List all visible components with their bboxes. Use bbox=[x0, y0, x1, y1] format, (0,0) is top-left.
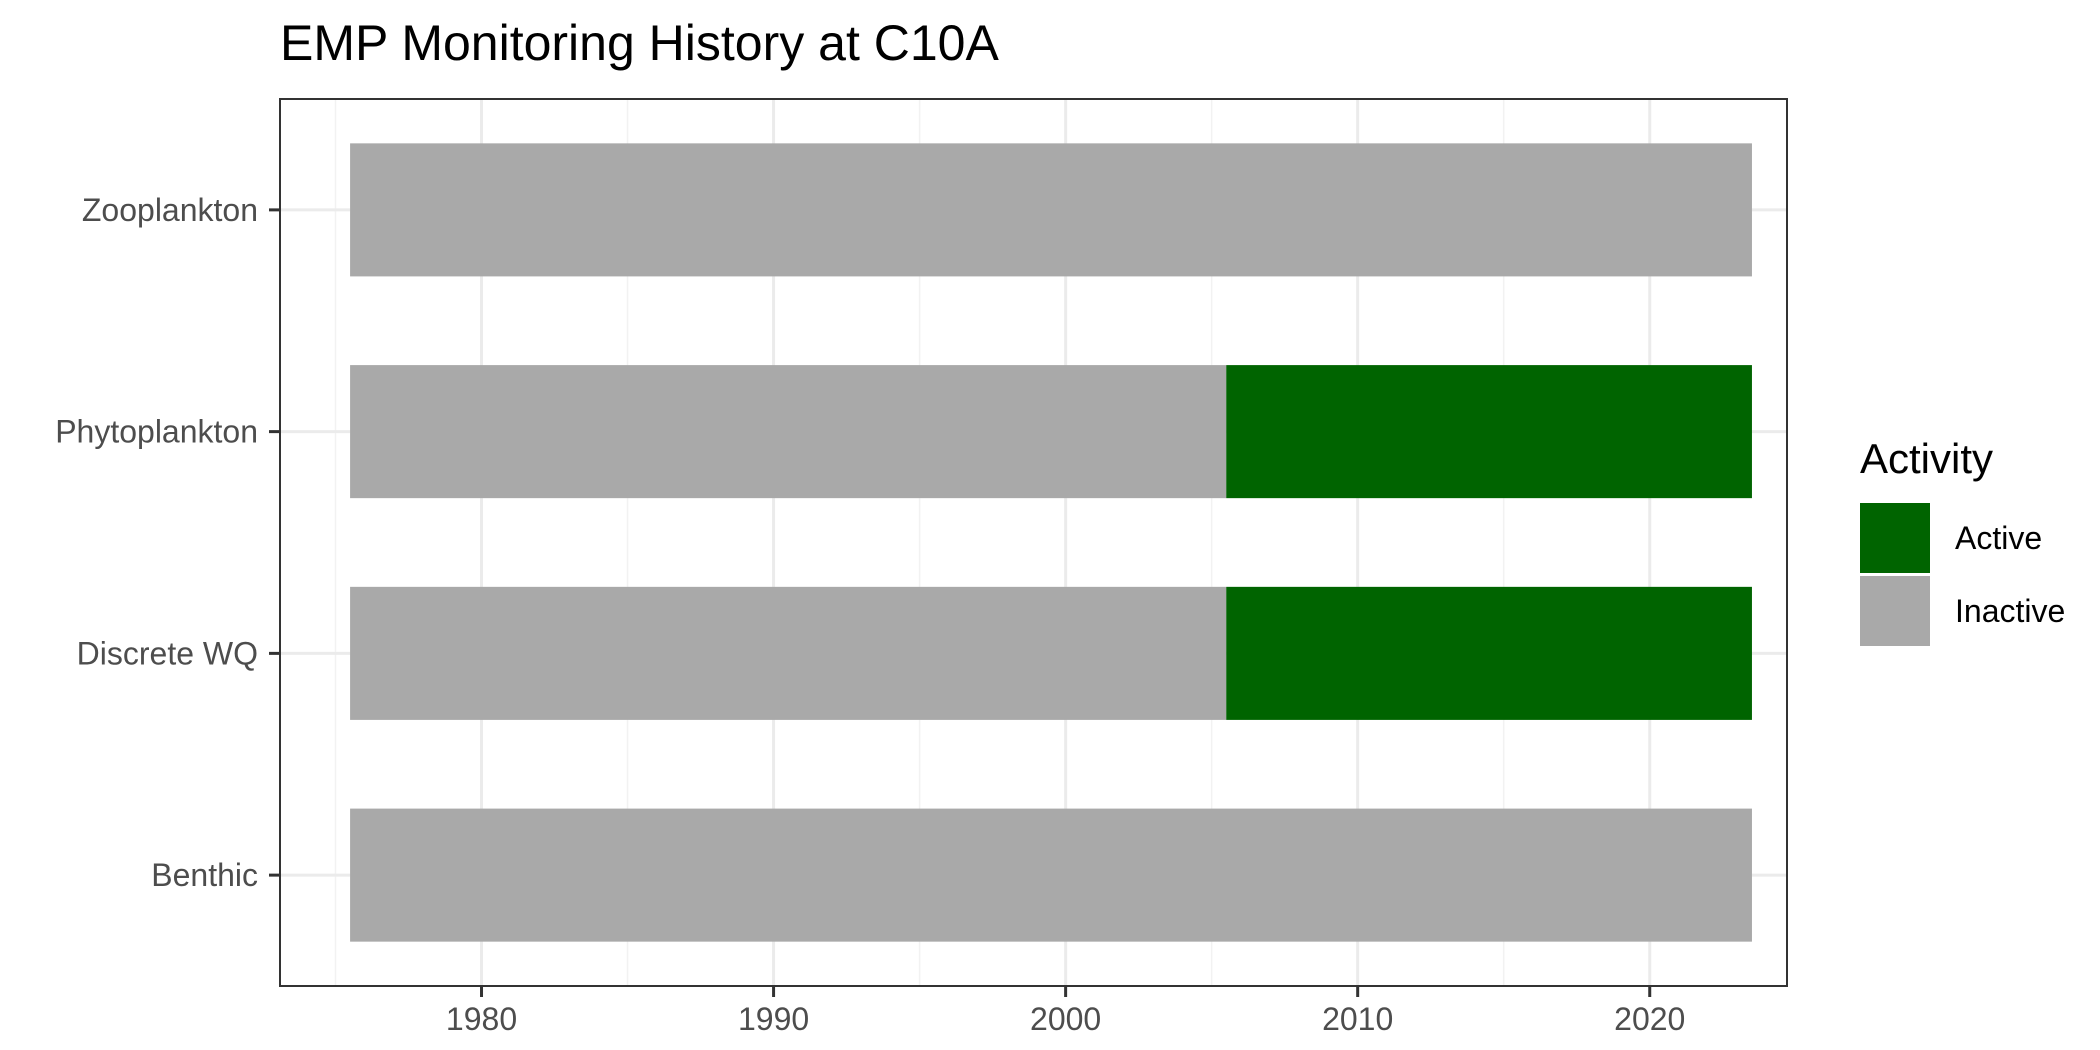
legend-label-inactive: Inactive bbox=[1955, 593, 2065, 629]
bar-segment-zooplankton-inactive bbox=[350, 143, 1752, 277]
x-tick-label-2000: 2000 bbox=[1030, 1001, 1101, 1037]
x-tick-label-1990: 1990 bbox=[738, 1001, 809, 1037]
x-tick-label-2010: 2010 bbox=[1322, 1001, 1393, 1037]
bar-segment-phytoplankton-inactive bbox=[350, 365, 1227, 499]
legend-key-active bbox=[1860, 503, 1930, 573]
bar-segment-benthic-inactive bbox=[350, 808, 1752, 942]
legend: Activity Active Inactive bbox=[1860, 435, 2065, 646]
x-tick-label-2020: 2020 bbox=[1614, 1001, 1685, 1037]
bar-segment-phytoplankton-active bbox=[1226, 365, 1752, 499]
y-tick-label-phytoplankton: Phytoplankton bbox=[55, 414, 258, 450]
y-tick-label-discrete-wq: Discrete WQ bbox=[77, 635, 258, 671]
x-tick-label-1980: 1980 bbox=[446, 1001, 517, 1037]
legend-label-active: Active bbox=[1955, 520, 2042, 556]
legend-key-inactive bbox=[1860, 576, 1930, 646]
bar-segment-discrete-wq-active bbox=[1226, 586, 1752, 720]
panel-border bbox=[279, 98, 1788, 987]
bar-segment-discrete-wq-inactive bbox=[350, 586, 1227, 720]
legend-title: Activity bbox=[1860, 435, 1993, 482]
plot-area: Zooplankton Phytoplankton Discrete WQ Benth… bbox=[55, 98, 1788, 1037]
y-tick-label-benthic: Benthic bbox=[151, 857, 258, 893]
chart-title: EMP Monitoring History at C10A bbox=[280, 15, 999, 71]
y-tick-label-zooplankton: Zooplankton bbox=[82, 192, 258, 228]
